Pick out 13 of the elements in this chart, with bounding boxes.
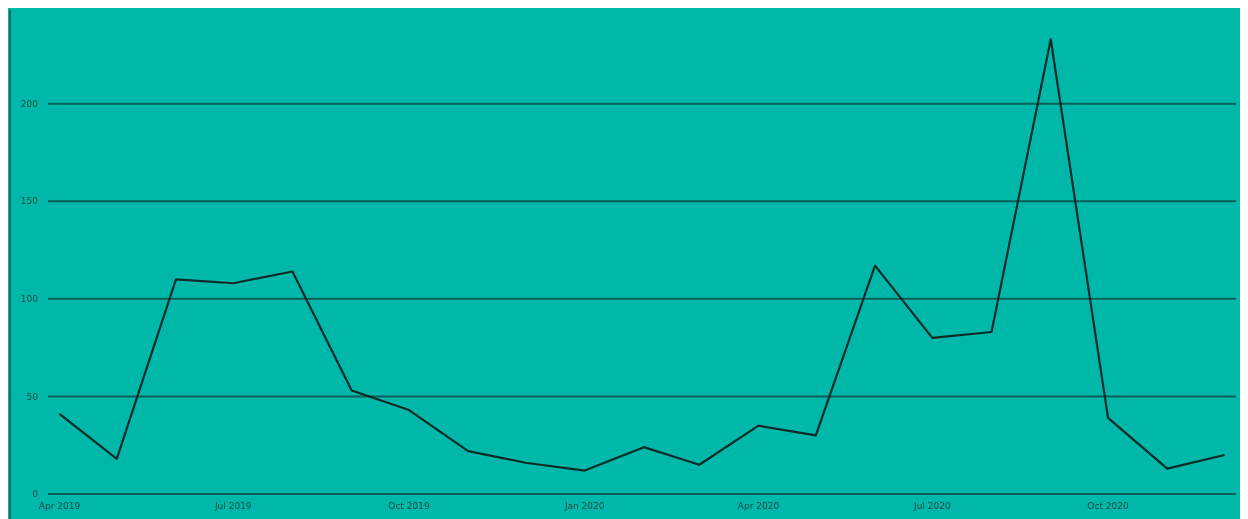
x-tick-label: Jul 2020	[913, 501, 951, 511]
y-tick-label: 50	[26, 391, 39, 402]
y-tick-label: 100	[20, 293, 39, 304]
y-tick-label: 150	[20, 196, 39, 207]
x-tick-label: Oct 2020	[1087, 501, 1129, 511]
x-tick-label: Jan 2020	[563, 501, 605, 511]
x-tick-label: Oct 2019	[388, 501, 430, 511]
x-tick-label: Apr 2019	[38, 501, 81, 511]
y-tick-label: 0	[32, 489, 39, 500]
line-series	[58, 38, 1226, 472]
y-tick-label: 200	[20, 98, 39, 109]
x-tick-label: Apr 2020	[737, 501, 780, 511]
x-tick-label: Jul 2019	[213, 501, 252, 511]
